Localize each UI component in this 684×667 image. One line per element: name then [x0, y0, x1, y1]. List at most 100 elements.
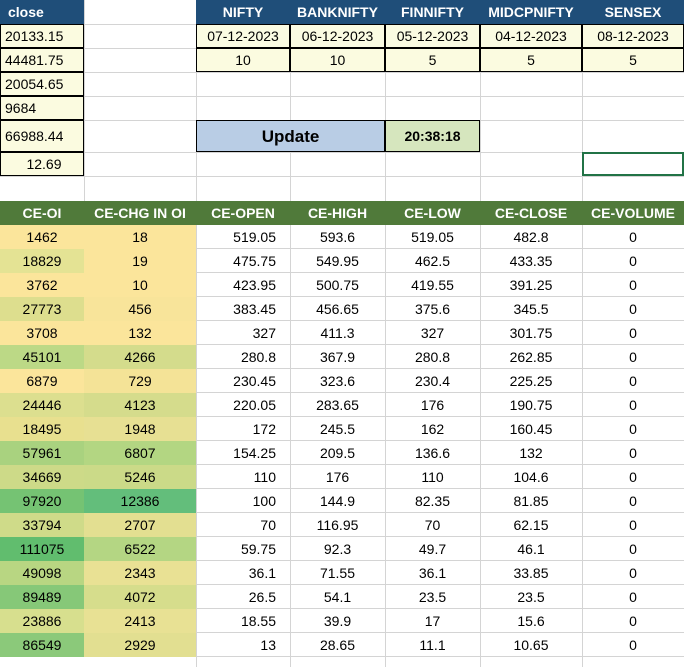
table-cell-ce-low[interactable]: 49.7	[418, 541, 447, 557]
table-cell-ce-close[interactable]: 62.15	[513, 517, 549, 533]
table-cell-ce-close[interactable]: 482.8	[513, 229, 549, 245]
table-cell-ce-high[interactable]: 54.1	[323, 589, 352, 605]
table-cell-ce-low[interactable]: 136.6	[414, 445, 451, 461]
table-cell-ce-oi[interactable]: 18495	[0, 417, 84, 441]
table-cell-ce-volume[interactable]: 0	[629, 421, 637, 437]
table-cell-ce-close[interactable]: 81.85	[513, 493, 549, 509]
strike-count-cell[interactable]: 10	[196, 48, 290, 72]
table-cell-ce-low[interactable]: 82.35	[414, 493, 451, 509]
table-cell-ce-oi[interactable]: 24446	[0, 393, 84, 417]
table-cell-ce-low[interactable]: 70	[424, 517, 441, 533]
table-cell-ce-low[interactable]: 280.8	[414, 349, 451, 365]
table-cell-ce-oi[interactable]: 89489	[0, 585, 84, 609]
table-cell-ce-oi[interactable]: 1462	[0, 225, 84, 249]
table-cell-ce-high[interactable]: 144.9	[319, 493, 356, 509]
table-cell-ce-low[interactable]: 462.5	[414, 253, 451, 269]
table-cell-ce-high[interactable]: 176	[325, 469, 350, 485]
table-cell-ce-chg-in-oi[interactable]: 456	[84, 297, 196, 321]
table-cell-ce-chg-in-oi[interactable]: 729	[84, 369, 196, 393]
table-cell-ce-chg-in-oi[interactable]: 2343	[84, 561, 196, 585]
table-cell-ce-close[interactable]: 132	[519, 445, 543, 461]
table-cell-ce-oi[interactable]: 3762	[0, 273, 84, 297]
table-cell-ce-volume[interactable]: 0	[629, 229, 637, 245]
table-cell-ce-volume[interactable]: 0	[629, 397, 637, 413]
table-cell-ce-close[interactable]: 345.5	[513, 301, 549, 317]
table-cell-ce-open[interactable]: 220.05	[233, 397, 276, 413]
table-cell-ce-low[interactable]: 230.4	[414, 373, 451, 389]
table-cell-ce-close[interactable]: 23.5	[517, 589, 545, 605]
table-cell-ce-chg-in-oi[interactable]: 10	[84, 273, 196, 297]
table-cell-ce-close[interactable]: 391.25	[509, 277, 553, 293]
table-cell-ce-open[interactable]: 519.05	[233, 229, 276, 245]
close-value-cell[interactable]: 9684	[0, 96, 84, 120]
table-cell-ce-volume[interactable]: 0	[629, 613, 637, 629]
table-cell-ce-chg-in-oi[interactable]: 4123	[84, 393, 196, 417]
table-cell-ce-low[interactable]: 17	[424, 613, 441, 629]
table-cell-ce-high[interactable]: 245.5	[319, 421, 356, 437]
table-cell-ce-oi[interactable]: 3708	[0, 321, 84, 345]
table-cell-ce-close[interactable]: 301.75	[509, 325, 553, 341]
table-cell-ce-low[interactable]: 176	[420, 397, 445, 413]
table-cell-ce-chg-in-oi[interactable]: 1948	[84, 417, 196, 441]
table-cell-ce-open[interactable]: 280.8	[240, 349, 276, 365]
table-cell-ce-high[interactable]: 411.3	[320, 325, 355, 341]
table-cell-ce-oi[interactable]: 27773	[0, 297, 84, 321]
table-cell-ce-close[interactable]: 262.85	[509, 349, 553, 365]
table-cell-ce-low[interactable]: 375.6	[414, 301, 451, 317]
table-cell-ce-open[interactable]: 59.75	[240, 541, 276, 557]
table-cell-ce-oi[interactable]: 45101	[0, 345, 84, 369]
table-cell-ce-oi[interactable]: 33794	[0, 513, 84, 537]
expiry-date-cell[interactable]: 07-12-2023	[196, 24, 290, 48]
table-cell-ce-volume[interactable]: 0	[629, 565, 637, 581]
table-cell-ce-high[interactable]: 456.65	[316, 301, 359, 317]
table-cell-ce-close[interactable]: 15.6	[517, 613, 545, 629]
table-cell-ce-high[interactable]: 92.3	[323, 541, 352, 557]
table-cell-ce-open[interactable]: 110	[253, 469, 276, 485]
table-cell-ce-open[interactable]: 327	[252, 325, 276, 341]
table-cell-ce-high[interactable]: 593.6	[319, 229, 356, 245]
strike-count-cell[interactable]: 5	[385, 48, 480, 72]
table-cell-ce-high[interactable]: 500.75	[316, 277, 359, 293]
table-cell-ce-high[interactable]: 39.9	[323, 613, 352, 629]
table-cell-ce-open[interactable]: 154.25	[233, 445, 276, 461]
table-cell-ce-chg-in-oi[interactable]: 18	[84, 225, 196, 249]
table-cell-ce-low[interactable]: 11.1	[419, 637, 446, 653]
table-cell-ce-chg-in-oi[interactable]: 4072	[84, 585, 196, 609]
expiry-date-cell[interactable]: 04-12-2023	[480, 24, 582, 48]
table-cell-ce-volume[interactable]: 0	[629, 349, 637, 365]
table-cell-ce-close[interactable]: 160.45	[509, 421, 553, 437]
table-cell-ce-volume[interactable]: 0	[629, 589, 637, 605]
close-value-cell[interactable]: 44481.75	[0, 48, 84, 72]
update-button[interactable]: Update	[196, 120, 385, 152]
table-cell-ce-low[interactable]: 162	[420, 421, 445, 437]
table-cell-ce-chg-in-oi[interactable]: 2413	[84, 609, 196, 633]
table-cell-ce-oi[interactable]: 6879	[0, 369, 84, 393]
close-value-cell[interactable]: 66988.44	[0, 120, 84, 152]
table-cell-ce-close[interactable]: 46.1	[517, 541, 545, 557]
table-cell-ce-chg-in-oi[interactable]: 6807	[84, 441, 196, 465]
strike-count-cell[interactable]: 5	[480, 48, 582, 72]
table-cell-ce-oi[interactable]: 57961	[0, 441, 84, 465]
table-cell-ce-volume[interactable]: 0	[629, 373, 637, 389]
table-cell-ce-chg-in-oi[interactable]: 4266	[84, 345, 196, 369]
table-cell-ce-close[interactable]: 10.65	[513, 637, 549, 653]
table-cell-ce-volume[interactable]: 0	[629, 445, 637, 461]
table-cell-ce-oi[interactable]: 49098	[0, 561, 84, 585]
table-cell-ce-volume[interactable]: 0	[629, 325, 637, 341]
table-cell-ce-open[interactable]: 26.5	[248, 589, 276, 605]
table-cell-ce-close[interactable]: 433.35	[509, 253, 553, 269]
table-cell-ce-low[interactable]: 36.1	[418, 565, 447, 581]
table-cell-ce-oi[interactable]: 97920	[0, 489, 84, 513]
table-cell-ce-volume[interactable]: 0	[629, 493, 637, 509]
table-cell-ce-open[interactable]: 172	[252, 421, 276, 437]
table-cell-ce-oi[interactable]: 86549	[0, 633, 84, 657]
strike-count-cell[interactable]: 5	[582, 48, 684, 72]
table-cell-ce-volume[interactable]: 0	[629, 637, 637, 653]
table-cell-ce-volume[interactable]: 0	[629, 301, 637, 317]
table-cell-ce-low[interactable]: 327	[420, 325, 445, 341]
table-cell-ce-chg-in-oi[interactable]: 19	[84, 249, 196, 273]
table-cell-ce-high[interactable]: 283.65	[316, 397, 359, 413]
table-cell-ce-open[interactable]: 13	[260, 637, 276, 653]
expiry-date-cell[interactable]: 05-12-2023	[385, 24, 480, 48]
table-cell-ce-volume[interactable]: 0	[629, 469, 637, 485]
